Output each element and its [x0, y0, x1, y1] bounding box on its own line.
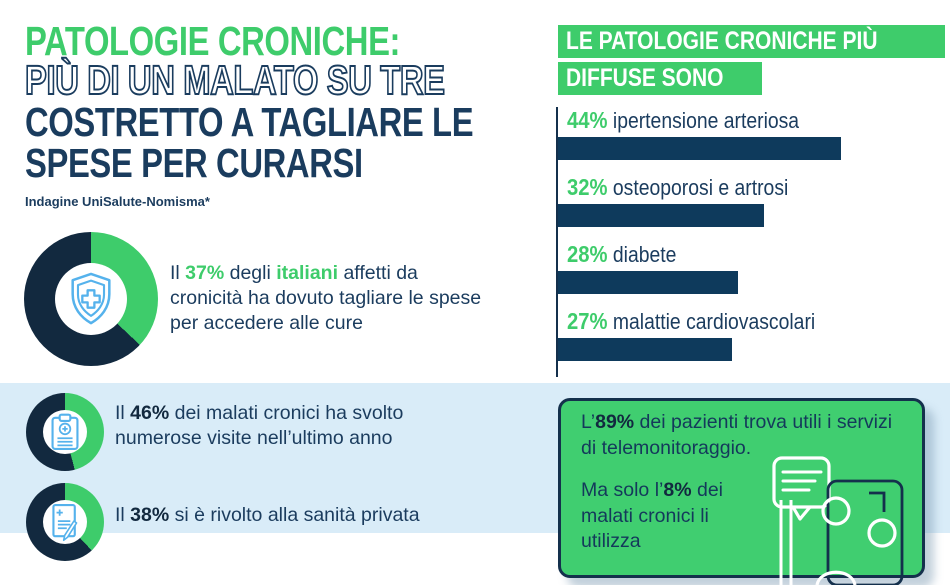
diffuse-heading-line2: DIFFUSE SONO	[566, 64, 724, 92]
bar	[558, 271, 738, 294]
band-item-2-text: Il 38% si è rivolto alla sanità privata	[115, 503, 420, 528]
telemonitoring-p1: L’89% dei pazienti trova utili i servizi…	[581, 410, 892, 461]
donut-hole	[43, 500, 87, 544]
page-title-line4: SPESE PER CURARSI	[25, 140, 363, 186]
stat-value-8: 8%	[663, 479, 692, 501]
stand-lines-icon	[779, 500, 793, 585]
diffuse-bar-rows: 44% ipertensione arteriosa 32% osteoporos…	[558, 107, 948, 361]
stat-value-37: 37%	[185, 262, 225, 284]
chart-row-label: 27% malattie cardiovascolari	[558, 308, 948, 335]
donut-hole	[55, 263, 127, 335]
chart-row: 44% ipertensione arteriosa	[558, 107, 948, 160]
prescription-icon	[52, 504, 78, 542]
band-item-1-text: Il 46% dei malati cronici ha svolto nume…	[115, 401, 403, 451]
bar-category-label: ipertensione arteriosa	[607, 108, 800, 133]
chart-row: 27% malattie cardiovascolari	[558, 308, 948, 361]
main-stat-line2: cronicità ha dovuto tagliare le spese	[170, 287, 482, 309]
medical-report-icon	[51, 413, 79, 450]
bar-category-label: osteoporosi e artrosi	[607, 175, 789, 200]
telemonitoring-p2: Ma solo l’8% dei malati cronici li utili…	[581, 478, 723, 555]
survey-source: Indagine UniSalute-Nomisma*	[25, 194, 210, 209]
band-item-1-line1: Il 46% dei malati cronici ha svolto	[115, 402, 404, 424]
main-stat-text: Il 37% degli italiani affetti da cronici…	[170, 261, 481, 336]
stat-value-89: 89%	[595, 411, 635, 433]
telemonitoring-p2-line1: Ma solo l’8% dei	[581, 479, 724, 501]
speech-bubble-icon	[772, 456, 831, 521]
page-title-line2: PIÙ DI UN MALATO SU TRE	[24, 57, 446, 103]
donut-chart-38	[26, 483, 104, 561]
bar-category-label: diabete	[607, 242, 677, 267]
telemonitoring-p1-line1: L’89% dei pazienti trova utili i servizi	[581, 411, 893, 433]
bar-value-label: 28%	[567, 241, 608, 267]
main-stat-line3: per accedere alle cure	[170, 312, 363, 334]
bar	[558, 338, 732, 361]
diffuse-bar-chart: 44% ipertensione arteriosa 32% osteoporos…	[556, 107, 948, 377]
band-item-2-line1: Il 38% si è rivolto alla sanità privata	[115, 504, 420, 526]
diffuse-heading-line1: LE PATOLOGIE CRONICHE PIÙ	[566, 27, 878, 55]
telemonitoring-p2-line2: malati cronici li	[581, 504, 709, 527]
telemonitoring-p1-line2: di telemonitoraggio.	[581, 436, 752, 459]
donut-chart-37	[24, 232, 158, 366]
bar-value-label: 32%	[567, 174, 608, 200]
donut-hole	[43, 410, 87, 454]
stat-highlight-italiani: italiani	[276, 262, 339, 284]
page-title-line3: COSTRETTO A TAGLIARE LE	[25, 99, 474, 145]
bar	[558, 204, 764, 227]
chart-row-label: 44% ipertensione arteriosa	[558, 107, 948, 134]
telemonitoring-box: L’89% dei pazienti trova utili i servizi…	[558, 398, 925, 585]
bar	[558, 137, 841, 160]
stat-value-38: 38%	[130, 504, 170, 526]
chart-row-label: 32% osteoporosi e artrosi	[558, 174, 948, 201]
diffuse-heading: LE PATOLOGIE CRONICHE PIÙ DIFFUSE SONO	[558, 25, 945, 99]
chart-row: 32% osteoporosi e artrosi	[558, 174, 948, 227]
stat-value-46: 46%	[130, 402, 170, 424]
bar-value-label: 44%	[567, 107, 608, 133]
bar-value-label: 27%	[567, 308, 608, 334]
telemonitoring-illustration	[772, 456, 904, 585]
page-title-line1: PATOLOGIE CRONICHE:	[25, 18, 401, 64]
donut-chart-46	[26, 393, 104, 471]
chart-row: 28% diabete	[558, 241, 948, 294]
main-stat-line1: Il 37% degli italiani affetti da	[170, 262, 418, 284]
shield-cross-icon	[71, 272, 111, 325]
band-item-1-line2: numerose visite nell’ultimo anno	[115, 427, 393, 449]
chart-row-label: 28% diabete	[558, 241, 948, 268]
monitor-icon	[826, 479, 904, 585]
bar-category-label: malattie cardiovascolari	[607, 309, 816, 334]
